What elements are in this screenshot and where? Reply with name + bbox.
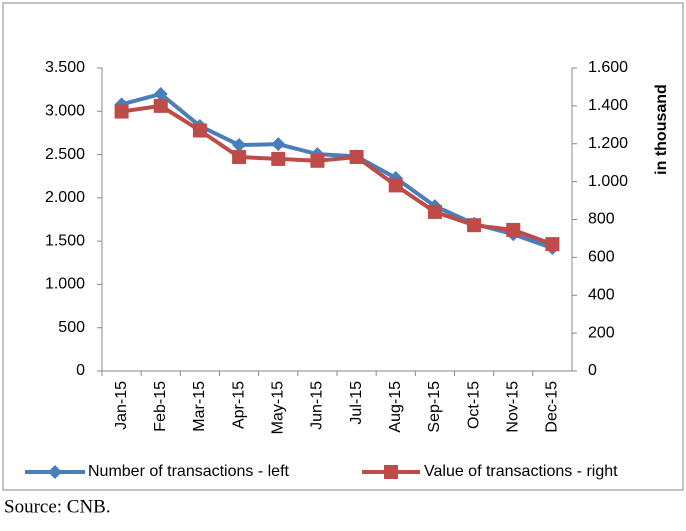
series-marker [310, 153, 325, 168]
x-tick-label: Mar-15 [191, 381, 208, 432]
series-marker [545, 237, 560, 252]
x-tick-label: Oct-15 [465, 381, 482, 429]
y-tick-label: 1.000 [45, 276, 85, 293]
y2-tick-label: 1.000 [588, 173, 628, 190]
x-tick-label: Feb-15 [152, 381, 169, 432]
series-marker [232, 138, 247, 153]
x-tick-label: Jul-15 [348, 381, 365, 425]
x-tick-label: Dec-15 [544, 381, 561, 433]
series-marker [506, 222, 521, 237]
x-tick-label: Apr-15 [230, 381, 247, 429]
y2-tick-label: 400 [588, 286, 615, 303]
x-tick-label: Jun-15 [309, 381, 326, 430]
y-tick-label: 500 [58, 319, 85, 336]
series-marker [271, 137, 286, 152]
y2-tick-label: 800 [588, 211, 615, 228]
y-tick-label: 3.000 [45, 103, 85, 120]
y2-tick-label: 1.400 [588, 97, 628, 114]
series-marker [153, 98, 168, 113]
y-tick-label: 3.500 [45, 59, 85, 76]
x-tick-label: May-15 [269, 381, 286, 434]
y-tick-label: 1.500 [45, 232, 85, 249]
x-tick-label: Nov-15 [504, 381, 521, 433]
x-tick-label: Aug-15 [387, 381, 404, 433]
y2-tick-label: 1.200 [588, 135, 628, 152]
series-marker [153, 86, 168, 101]
series-marker [192, 123, 207, 138]
series-line [121, 103, 554, 246]
series-marker [232, 150, 247, 165]
series-marker [388, 178, 403, 193]
x-tick-label: Jan-15 [113, 381, 130, 430]
y2-tick-label: 0 [588, 362, 597, 379]
legend-label: Value of transactions - right [424, 463, 618, 480]
series-marker [427, 204, 442, 219]
legend-marker [384, 465, 398, 479]
x-tick-label: Sep-15 [426, 381, 443, 433]
series-marker [467, 218, 482, 233]
y-tick-label: 2.500 [45, 146, 85, 163]
legend-marker [48, 465, 62, 479]
y2-axis-title: in thousand [653, 84, 670, 175]
source-note: Source: CNB. [4, 496, 111, 517]
y2-tick-label: 200 [588, 324, 615, 341]
legend-label: Number of transactions - left [88, 463, 290, 480]
y-tick-label: 0 [76, 362, 85, 379]
series-marker [271, 151, 286, 166]
y2-tick-label: 600 [588, 249, 615, 266]
y-tick-label: 2.000 [45, 189, 85, 206]
series-marker [114, 104, 129, 119]
chart-frame [2, 2, 684, 491]
series-marker [349, 150, 364, 165]
y2-tick-label: 1.600 [588, 59, 628, 76]
